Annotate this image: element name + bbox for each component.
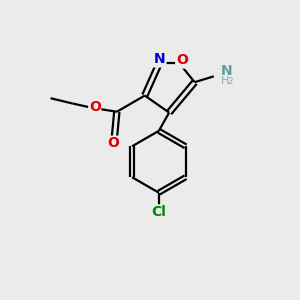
Text: N: N (221, 64, 233, 78)
Text: N: N (154, 52, 165, 66)
Text: Cl: Cl (152, 206, 166, 219)
Text: 2: 2 (227, 76, 233, 85)
Text: O: O (176, 53, 188, 67)
Text: H: H (221, 76, 230, 86)
Text: O: O (108, 136, 119, 150)
Text: O: O (89, 100, 101, 114)
